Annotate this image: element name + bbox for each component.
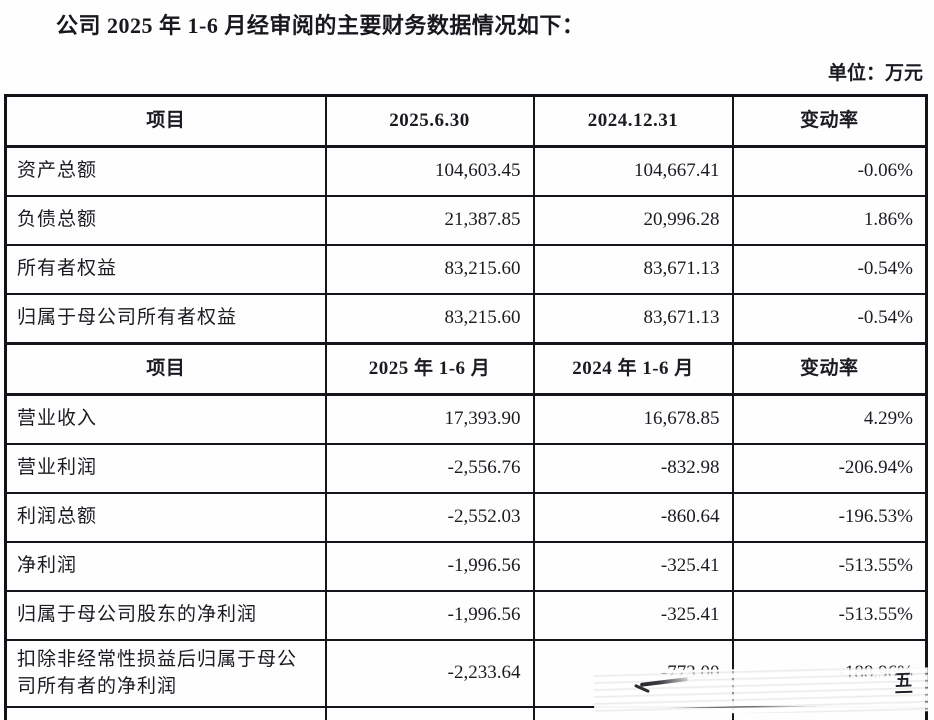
item-cell: 资产总额	[4, 145, 327, 197]
change-rate-cell: 1.86%	[731, 195, 928, 246]
header-item: 项目	[4, 94, 327, 148]
header-date-2024: 2024.12.31	[532, 94, 734, 148]
value-2024-cell: 16,678.85	[532, 393, 734, 445]
item-cell: 所有者权益	[4, 244, 327, 295]
value-2025-cell: -2,556.76	[324, 443, 535, 494]
value-2025-cell: 21,387.85	[324, 195, 535, 246]
value-2024-cell: 83,671.13	[532, 244, 734, 295]
item-cell: 归属于母公司股东的净利润	[4, 590, 327, 641]
financial-data-table: 项目 2025.6.30 2024.12.31 变动率 资产总额 104,603…	[4, 94, 928, 720]
table-row: 扣除非经常性损益后归属于母公司所有者的净利润 -2,233.64 -773.00…	[4, 639, 928, 708]
value-2025-cell: 83,215.60	[324, 244, 535, 295]
value-2024-cell-obscured	[532, 706, 734, 720]
header-item: 项目	[4, 342, 327, 396]
table-row: 净利润 -1,996.56 -325.41 -513.55%	[4, 541, 928, 592]
value-2024-cell: -773.00	[532, 639, 734, 708]
table-header-row-balance: 项目 2025.6.30 2024.12.31 变动率	[4, 94, 928, 148]
table-row: 归属于母公司股东的净利润 -1,996.56 -325.41 -513.55%	[4, 590, 928, 641]
value-2025-cell: -1,996.56	[324, 590, 535, 641]
value-2024-cell: 83,671.13	[532, 293, 734, 345]
table-row: 所有者权益 83,215.60 83,671.13 -0.54%	[4, 244, 928, 295]
change-rate-cell: -0.54%	[731, 244, 928, 295]
table-row: 归属于母公司所有者权益 83,215.60 83,671.13 -0.54%	[4, 293, 928, 345]
table-header-row-income: 项目 2025 年 1-6 月 2024 年 1-6 月 变动率	[4, 342, 928, 396]
change-rate-cell: -513.55%	[731, 541, 928, 592]
item-cell: 净利润	[4, 541, 327, 592]
change-rate-cell: -513.55%	[731, 590, 928, 641]
table-row: 资产总额 104,603.45 104,667.41 -0.06%	[4, 145, 928, 197]
change-rate-cell-obscured	[731, 706, 928, 720]
item-cell: 营业利润	[4, 443, 327, 494]
table-row: 负债总额 21,387.85 20,996.28 1.86%	[4, 195, 928, 246]
header-date-2025: 2025.6.30	[324, 94, 535, 148]
unit-label: 单位：万元	[827, 63, 923, 84]
change-rate-cell: -0.54%	[731, 293, 928, 345]
item-cell: 扣除非经常性损益后归属于母公司所有者的净利润	[4, 639, 327, 708]
item-cell: 负债总额	[4, 195, 327, 246]
value-2024-cell: -325.41	[532, 590, 734, 641]
item-cell: 利润总额	[4, 492, 327, 543]
table-row: 营业利润 -2,556.76 -832.98 -206.94%	[4, 443, 928, 494]
table-row: 经营活动产生的现金流量净额 -6,159.17	[4, 706, 928, 720]
header-period-2024: 2024 年 1-6 月	[532, 342, 734, 396]
change-rate-cell: -188.96%	[731, 639, 928, 708]
value-2025-cell: -1,996.56	[324, 541, 535, 592]
value-2024-cell: -860.64	[532, 492, 734, 543]
value-2025-cell: -6,159.17	[324, 706, 535, 720]
header-change-rate: 变动率	[731, 342, 928, 396]
change-rate-cell: 4.29%	[731, 393, 928, 445]
item-cell: 营业收入	[4, 393, 327, 445]
value-2024-cell: 104,667.41	[532, 145, 734, 197]
page-title: 公司 2025 年 1-6 月经审阅的主要财务数据情况如下：	[56, 13, 585, 38]
header-change-rate: 变动率	[731, 94, 928, 148]
value-2025-cell: 104,603.45	[324, 145, 535, 197]
change-rate-cell: -196.53%	[731, 492, 928, 543]
change-rate-cell: -0.06%	[731, 145, 928, 197]
value-2024-cell: 20,996.28	[532, 195, 734, 246]
change-rate-cell: -206.94%	[731, 443, 928, 494]
header-period-2025: 2025 年 1-6 月	[324, 342, 535, 396]
value-2024-cell: -325.41	[532, 541, 734, 592]
value-2025-cell: 83,215.60	[324, 293, 535, 345]
value-2024-cell: -832.98	[532, 443, 734, 494]
value-2025-cell: -2,552.03	[324, 492, 535, 543]
value-2025-cell: -2,233.64	[324, 639, 535, 708]
table-row: 营业收入 17,393.90 16,678.85 4.29%	[4, 393, 928, 445]
table-row: 利润总额 -2,552.03 -860.64 -196.53%	[4, 492, 928, 543]
value-2025-cell: 17,393.90	[324, 393, 535, 445]
item-cell: 经营活动产生的现金流量净额	[4, 706, 327, 720]
item-cell: 归属于母公司所有者权益	[4, 293, 327, 345]
